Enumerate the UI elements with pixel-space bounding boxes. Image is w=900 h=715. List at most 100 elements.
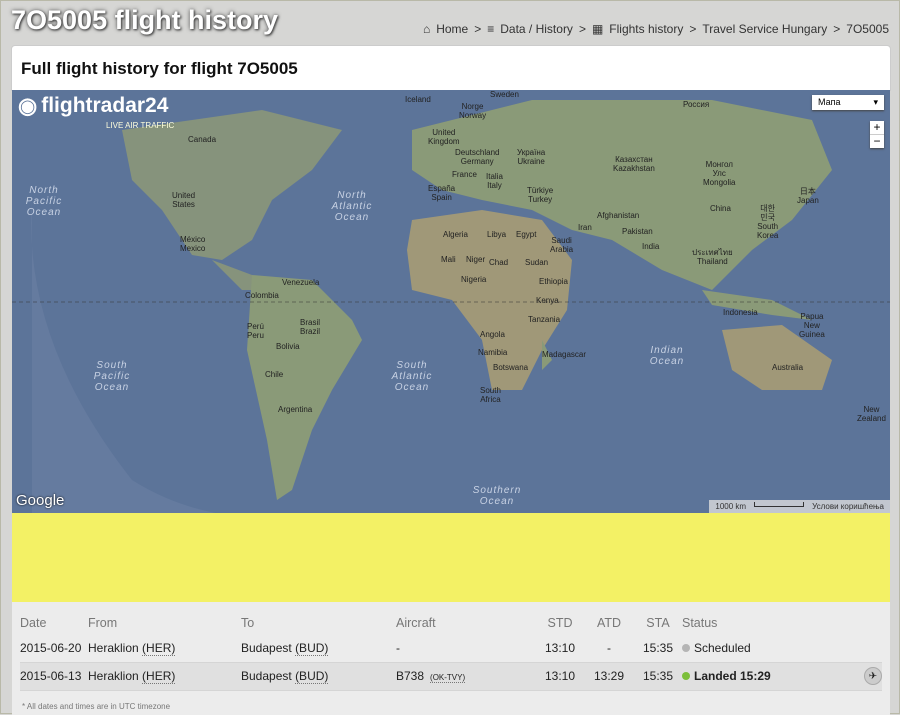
map-label: Algeria: [443, 230, 468, 239]
map-label: Egypt: [516, 230, 537, 239]
airport-link[interactable]: (HER): [142, 669, 176, 684]
ocean-label: South Atlantic Ocean: [391, 360, 433, 393]
map-type-select[interactable]: Мапа ▾: [812, 95, 884, 110]
map-label: France: [452, 170, 477, 179]
sta-cell: 15:35: [634, 634, 682, 663]
map-label: México Mexico: [180, 235, 206, 253]
calendar-icon: ▦: [591, 22, 604, 36]
map-label: Монгол Улс Mongolia: [703, 160, 736, 187]
to-cell: Budapest (BUD): [241, 634, 396, 663]
map-label: Papua New Guinea: [799, 312, 825, 339]
status-cell: Scheduled: [682, 634, 842, 663]
ocean-label: South Pacific Ocean: [93, 360, 131, 393]
map-label: ประเทศไทย Thailand: [692, 248, 733, 266]
map-label: India: [642, 242, 660, 251]
table-row[interactable]: 2015-06-13 Heraklion (HER) Budapest (BUD…: [20, 661, 882, 691]
map-label: New Zealand: [857, 405, 886, 423]
atd-cell: 13:29: [584, 661, 634, 691]
map-label: Perú Peru: [247, 322, 264, 340]
panel-heading: Full flight history for flight 7O5005: [21, 59, 298, 78]
airport-link[interactable]: (HER): [142, 640, 176, 656]
map-label: Sweden: [490, 90, 519, 99]
map-land: [12, 100, 890, 513]
playback-plane-icon[interactable]: ✈: [864, 667, 882, 685]
map-label: Україна Ukraine: [517, 148, 546, 166]
status-dot-icon: [682, 643, 690, 652]
database-icon: ≡: [487, 22, 495, 36]
aircraft-cell: -: [396, 634, 536, 663]
ocean-label: Indian Ocean: [649, 345, 685, 367]
map-label: Argentina: [278, 405, 313, 414]
airport-link[interactable]: (BUD): [295, 669, 329, 684]
aircraft-cell: B738 (OK-TVY): [396, 661, 536, 691]
breadcrumb-data[interactable]: Data / History: [500, 22, 573, 36]
ad-banner: [12, 513, 890, 602]
scale-bar: 1000 km Услови коришћења: [709, 500, 890, 513]
map-label: Australia: [772, 363, 804, 372]
ocean-label: North Pacific Ocean: [25, 185, 63, 218]
flight-table-area: Date From To Aircraft STD ATD STA Status…: [12, 602, 890, 715]
map-label: Madagascar: [542, 350, 587, 359]
std-cell: 13:10: [536, 661, 584, 691]
map-label: Ethiopia: [539, 277, 568, 286]
map-label: Libya: [487, 230, 507, 239]
map-label: Bolivia: [276, 342, 300, 351]
map-label: Italia Italy: [486, 172, 503, 190]
heading-panel: Full flight history for flight 7O5005: [11, 45, 891, 91]
map-label: Tanzania: [528, 315, 561, 324]
breadcrumb-airline[interactable]: Travel Service Hungary: [702, 22, 828, 36]
flight-map[interactable]: Iceland Sweden Norge Norway Россия United Ki…: [12, 90, 890, 513]
terms-link[interactable]: Услови коришћења: [812, 502, 884, 511]
map-label: Chile: [265, 370, 284, 379]
zoom-out-button[interactable]: −: [873, 134, 881, 148]
map-label: Deutschland Germany: [455, 148, 500, 166]
flightradar24-logo: ◉ flightradar24 LIVE AIR TRAFFIC: [18, 93, 175, 131]
ocean-label: Southern Ocean: [472, 485, 522, 507]
to-cell: Budapest (BUD): [241, 661, 396, 691]
map-label: 日本 Japan: [797, 187, 819, 205]
map-label: Venezuela: [282, 278, 320, 287]
map-label: South Africa: [480, 386, 501, 404]
date-cell: 2015-06-20: [20, 634, 88, 663]
map-label: Nigeria: [461, 275, 487, 284]
map-label: Казахстан Kazakhstan: [613, 155, 655, 173]
table-row[interactable]: 2015-06-20 Heraklion (HER) Budapest (BUD…: [20, 634, 882, 663]
map-label: China: [710, 204, 731, 213]
map-label: Norge Norway: [459, 102, 487, 120]
map-label: Россия: [683, 100, 710, 109]
map-label: Pakistan: [622, 227, 653, 236]
from-cell: Heraklion (HER): [88, 661, 241, 691]
map-label: Sudan: [525, 258, 549, 267]
status-cell: Landed 15:29: [682, 661, 842, 691]
dropdown-arrow-icon: ▾: [873, 97, 878, 107]
zoom-control: + −: [870, 121, 884, 148]
timezone-note: * All dates and times are in UTC timezon…: [22, 702, 171, 711]
map-label: Namibia: [478, 348, 508, 357]
airport-link[interactable]: (BUD): [295, 640, 329, 656]
status-dot-icon: [682, 672, 690, 680]
breadcrumb-flights[interactable]: Flights history: [609, 22, 684, 36]
breadcrumb-home[interactable]: Home: [436, 22, 469, 36]
map-label: Angola: [480, 330, 505, 339]
date-cell: 2015-06-13: [20, 661, 88, 691]
registration-link[interactable]: (OK-TVY): [430, 673, 466, 683]
map-label: Botswana: [493, 363, 529, 372]
map-label: España Spain: [428, 184, 456, 202]
map-label: 대한민국 South Korea: [757, 204, 779, 240]
map-label: Brasil Brazil: [300, 318, 321, 336]
flight-history-table: Date From To Aircraft STD ATD STA Status…: [20, 612, 882, 691]
zoom-in-button[interactable]: +: [870, 121, 884, 135]
map-label: Niger: [466, 255, 486, 264]
ocean-label: North Atlantic Ocean: [331, 190, 373, 223]
atd-cell: -: [584, 634, 634, 663]
breadcrumb-flight: 7O5005: [846, 22, 889, 36]
map-label: Afghanistan: [597, 211, 640, 220]
map-label: United Kingdom: [428, 128, 460, 146]
map-label: United States: [172, 191, 196, 209]
map-label: Canada: [188, 135, 217, 144]
home-icon: ⌂: [422, 22, 431, 36]
radar-icon: ◉: [18, 93, 38, 118]
sta-cell: 15:35: [634, 661, 682, 691]
map-label: Iceland: [405, 95, 431, 104]
std-cell: 13:10: [536, 634, 584, 663]
